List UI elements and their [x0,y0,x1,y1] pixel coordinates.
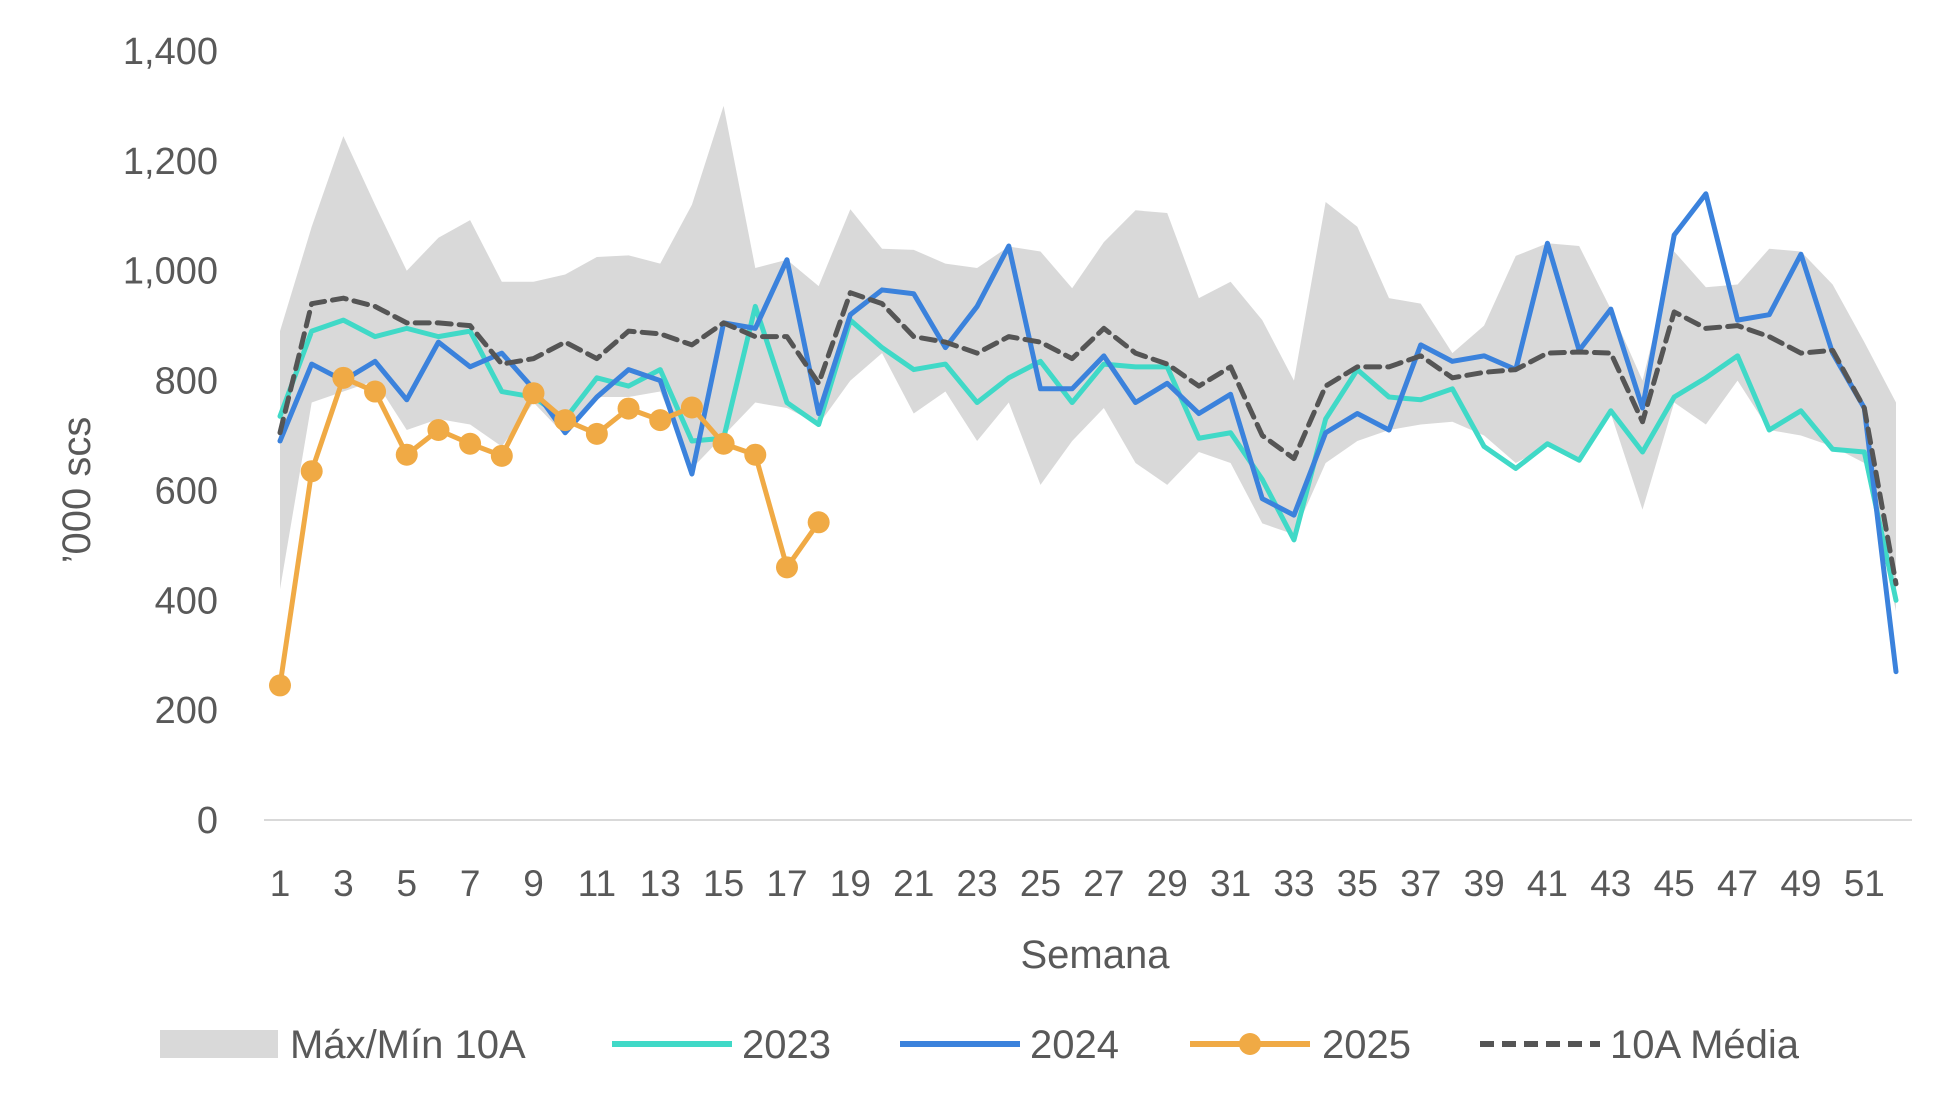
x-tick-label: 3 [333,863,354,904]
x-tick-label: 33 [1273,863,1314,904]
x-tick-label: 25 [1020,863,1061,904]
x-tick-label: 5 [396,863,417,904]
x-tick-label: 37 [1400,863,1441,904]
point-2025-w1 [269,674,291,697]
y-axis-title: ’000 scs [55,417,99,564]
point-2025-w18 [807,511,830,534]
x-tick-label: 11 [578,863,616,904]
x-axis-ticks: 1 3 5 7 9 11 13 15 17 19 21 23 25 27 29 31 33 35 37 39 41 43 4… [270,863,1885,904]
x-tick-label: 21 [893,863,934,904]
x-tick-label: 49 [1780,863,1821,904]
point-2025-w8 [490,444,513,467]
x-tick-label: 15 [703,863,744,904]
point-2025-w2 [300,460,323,483]
x-tick-label: 7 [460,863,481,904]
point-2025-w5 [395,443,418,466]
point-2025-w15 [712,432,735,455]
legend-label-2025: 2025 [1322,1023,1411,1067]
legend-marker-2025 [1239,1033,1261,1055]
x-tick-label: 29 [1147,863,1188,904]
x-tick-label: 23 [957,863,998,904]
x-tick-label: 1 [270,863,291,904]
x-tick-label: 35 [1337,863,1378,904]
series-layer [269,191,1899,697]
point-2025-w10 [554,409,577,432]
series-line-2025 [277,375,822,688]
x-tick-label: 9 [523,863,544,904]
y-axis-ticks: 0 200 400 600 800 1,000 1,200 1,400 [123,31,218,842]
x-tick-label: 45 [1654,863,1695,904]
legend-label-band: Máx/Mín 10A [290,1023,526,1067]
point-2025-w16 [744,443,767,466]
series-line-10a-m-dia [277,290,1899,587]
x-tick-label: 39 [1464,863,1505,904]
y-tick-label: 0 [197,800,218,842]
point-2025-w6 [427,419,450,442]
point-2025-w9 [522,382,545,405]
y-tick-label: 200 [155,690,218,732]
legend-label-media: 10A Média [1610,1023,1800,1067]
x-tick-label: 47 [1717,863,1758,904]
point-2025-w4 [364,380,387,403]
x-tick-label: 17 [766,863,807,904]
x-tick-label: 41 [1527,863,1568,904]
band-max-min [280,105,1896,612]
x-axis-title: Semana [1021,933,1171,977]
y-tick-label: 1,000 [123,251,218,293]
point-2025-w3 [332,366,355,389]
point-2025-w7 [459,432,482,455]
y-tick-label: 400 [155,580,218,622]
legend-swatch-band [160,1030,278,1058]
point-2025-w13 [649,409,672,432]
x-tick-label: 51 [1844,863,1885,904]
point-2025-w14 [680,396,703,419]
series-line-2024 [277,191,1899,675]
legend-label-2023: 2023 [742,1023,831,1067]
x-tick-label: 27 [1083,863,1124,904]
band-layer [280,105,1896,612]
y-tick-label: 1,200 [123,141,218,183]
y-tick-label: 800 [155,361,218,403]
y-tick-label: 1,400 [123,31,218,73]
x-tick-label: 13 [640,863,681,904]
x-tick-label: 31 [1210,863,1251,904]
y-tick-label: 600 [155,470,218,512]
point-2025-w17 [775,556,798,579]
x-tick-label: 19 [830,863,871,904]
legend: Máx/Mín 10A 2023 2024 2025 10A Média [160,1023,1800,1067]
legend-label-2024: 2024 [1030,1023,1119,1067]
point-2025-w12 [617,397,640,420]
x-tick-label: 43 [1590,863,1631,904]
point-2025-w11 [585,422,608,445]
